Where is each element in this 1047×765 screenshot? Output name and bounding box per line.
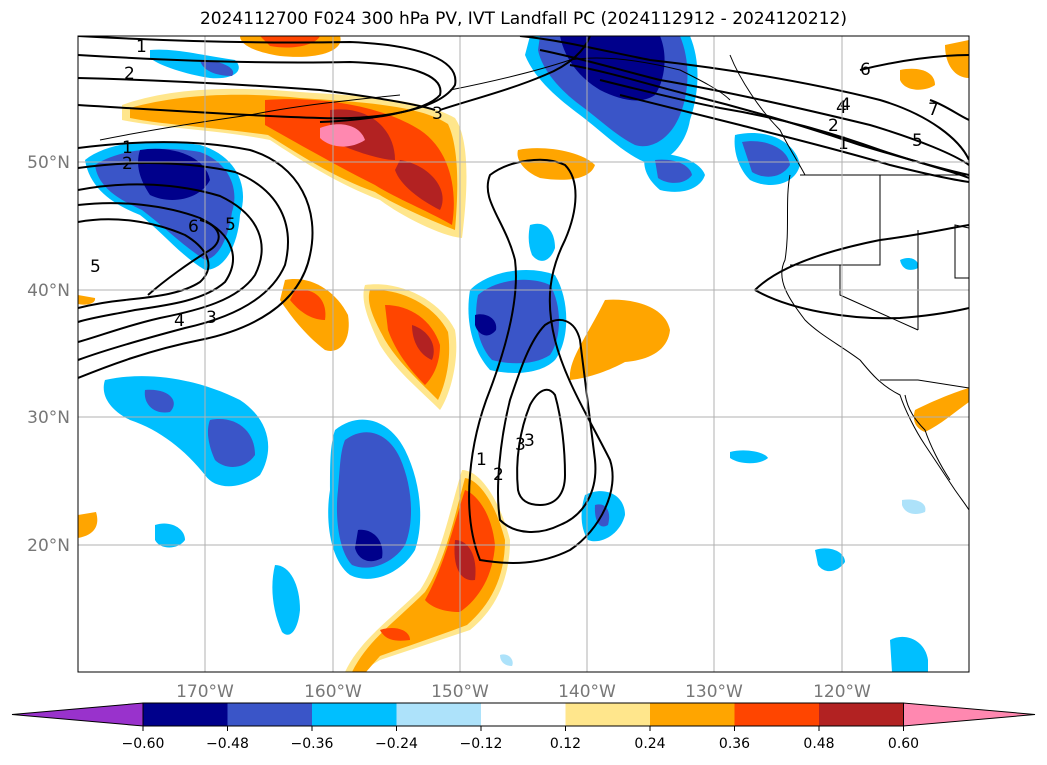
colorbar-tick-label: −0.60 [122,736,165,752]
contour-labels: 1 2 3 4 5 6 1 2 5 4 3 3 1 2 3 4 2 1 5 6 … [90,37,939,485]
contour-label: 7 [928,100,939,120]
colorbar-tick-label: 0.24 [634,736,665,752]
contour-label: 3 [524,431,535,451]
contour-label: 5 [225,215,236,235]
colorbar-segment [565,703,651,726]
ivt-contours [78,36,969,564]
colorbar-tick-label: 0.36 [719,736,750,752]
contour-label: 2 [122,154,133,174]
colorbar-tick-label: 0.60 [888,736,919,752]
contour-label: 4 [840,95,851,115]
pv-neg-misc [272,565,300,635]
colorbar-segment [143,703,228,726]
contour-label: 1 [136,37,147,57]
lon-label: 120°W [813,682,871,702]
lon-label: 170°W [176,682,234,702]
contour-label: 4 [836,98,847,118]
contour-label: 4 [174,311,185,331]
contour-label: 2 [124,64,135,84]
colorbar-segment [227,703,313,726]
colorbar-segment [650,703,735,726]
colorbar-tick-label: 0.48 [803,736,834,752]
contour-label: 6 [188,217,199,237]
contour-label: 5 [912,131,923,151]
lat-label: 30°N [27,408,70,428]
contour-label: 1 [476,450,487,470]
colorbar-tick-label: 0.12 [550,736,581,752]
colorbar-tick-label: −0.48 [206,736,249,752]
lat-label: 40°N [27,281,70,301]
lon-label: 150°W [431,682,489,702]
colorbar: −0.60 −0.48 −0.36 −0.24 −0.12 0.12 0.24 0.36 0.4… [11,702,1036,752]
map-frame [77,35,970,673]
contour-label: 3 [515,435,526,455]
colorbar-tick-label: −0.12 [460,736,503,752]
map-panel: 1 2 3 4 5 6 1 2 5 4 3 3 1 2 3 4 2 1 5 6 … [78,36,969,672]
lon-label: 130°W [685,682,743,702]
colorbar-outline [142,702,904,727]
colorbar-segment [734,703,820,726]
lat-label: 50°N [27,153,70,173]
contour-label: 2 [828,116,839,136]
colorbar-extend-min [11,702,144,727]
contour-label: 1 [122,138,133,158]
colorbar-segment [481,703,566,726]
colorbar-segment [396,703,482,726]
contour-label: 6 [860,60,871,80]
colorbar-tick-label: −0.36 [291,736,334,752]
colorbar-segment [312,703,397,726]
lat-label: 20°N [27,536,70,556]
lon-label: 140°W [558,682,616,702]
colorbar-tick-label: −0.24 [375,736,418,752]
pv-pos-east [569,299,670,380]
colorbar-extend-max [903,702,1036,727]
latitude-labels: 50°N 40°N 30°N 20°N [27,153,70,556]
contour-label: 5 [90,257,101,277]
lon-label: 160°W [304,682,362,702]
contour-label: 3 [432,104,443,124]
colorbar-segment [819,703,904,726]
contour-label: 1 [838,134,849,154]
contour-label: 2 [493,465,504,485]
longitude-labels: 170°W 160°W 150°W 140°W 130°W 120°W [176,682,871,702]
figure-title: 2024112700 F024 300 hPa PV, IVT Landfall… [199,9,847,29]
contour-label: 3 [206,308,217,328]
gridlines [78,36,969,672]
